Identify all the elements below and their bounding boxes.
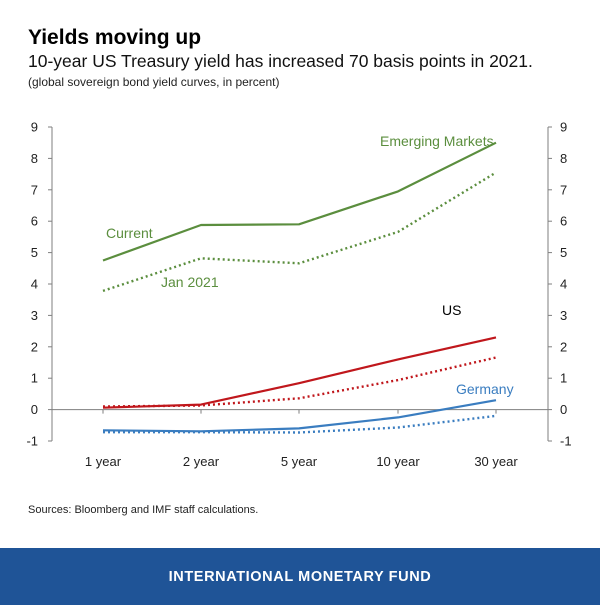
- y-tick-label-right: 4: [560, 277, 567, 292]
- y-tick-label-right: -1: [560, 434, 572, 449]
- y-tick-label-left: 3: [31, 308, 38, 323]
- source-note: Sources: Bloomberg and IMF staff calcula…: [28, 504, 259, 516]
- y-tick-label-right: 8: [560, 151, 567, 166]
- y-tick-label-left: 5: [31, 245, 38, 260]
- x-tick-label: 1 year: [85, 454, 122, 469]
- chart-series: [102, 141, 497, 434]
- y-tick-label-right: 2: [560, 339, 567, 354]
- chart-title: Yields moving up: [28, 26, 202, 49]
- y-tick-label-left: 7: [31, 182, 38, 197]
- chart-annotations: Emerging Markets Current Jan 2021 US Germany: [106, 133, 514, 397]
- series-line-emerging-markets-current: [102, 141, 497, 262]
- line-chart: -1 -1 0 0 1 1 2 2 3 3 4 4 5 5 6 6 7 7 8 8 9 9 1 year 2 year 5 ye…: [26, 120, 571, 470]
- chart-unit-note: (global sovereign bond yield curves, in …: [28, 75, 280, 89]
- annotation-jan-2021: Jan 2021: [161, 274, 219, 290]
- y-tick-label-right: 9: [560, 120, 567, 135]
- annotation-emerging-markets: Emerging Markets: [380, 133, 494, 149]
- y-tick-label-left: 1: [31, 371, 38, 386]
- chart-axes: -1 -1 0 0 1 1 2 2 3 3 4 4 5 5 6 6 7 7 8 8 9 9 1 year 2 year 5 ye…: [26, 120, 571, 470]
- x-tick-label: 30 year: [474, 454, 518, 469]
- y-tick-label-left: 6: [31, 214, 38, 229]
- y-tick-label-right: 0: [560, 402, 567, 417]
- y-tick-label-left: -1: [26, 434, 38, 449]
- y-tick-label-right: 7: [560, 182, 567, 197]
- series-line-emerging-markets-jan-2021: [102, 171, 497, 293]
- footer-bar: INTERNATIONAL MONETARY FUND: [0, 548, 600, 605]
- series-line-germany-jan-2021: [103, 414, 497, 434]
- y-tick-label-right: 3: [560, 308, 567, 323]
- y-tick-label-left: 0: [31, 402, 38, 417]
- x-tick-label: 5 year: [281, 454, 318, 469]
- series-line-germany-current: [102, 399, 497, 433]
- y-tick-label-left: 8: [31, 151, 38, 166]
- y-tick-label-right: 6: [560, 214, 567, 229]
- x-tick-label: 2 year: [183, 454, 220, 469]
- annotation-current: Current: [106, 225, 153, 241]
- y-tick-label-left: 2: [31, 339, 38, 354]
- annotation-us: US: [442, 302, 461, 318]
- y-tick-label-right: 1: [560, 371, 567, 386]
- x-tick-label: 10 year: [376, 454, 420, 469]
- footer-label: INTERNATIONAL MONETARY FUND: [168, 568, 432, 585]
- series-line-us-jan-2021: [102, 356, 497, 408]
- annotation-germany: Germany: [456, 381, 514, 397]
- y-tick-label-left: 9: [31, 120, 38, 135]
- y-tick-label-left: 4: [31, 277, 38, 292]
- chart-subtitle: 10-year US Treasury yield has increased …: [28, 51, 533, 71]
- y-tick-label-right: 5: [560, 245, 567, 260]
